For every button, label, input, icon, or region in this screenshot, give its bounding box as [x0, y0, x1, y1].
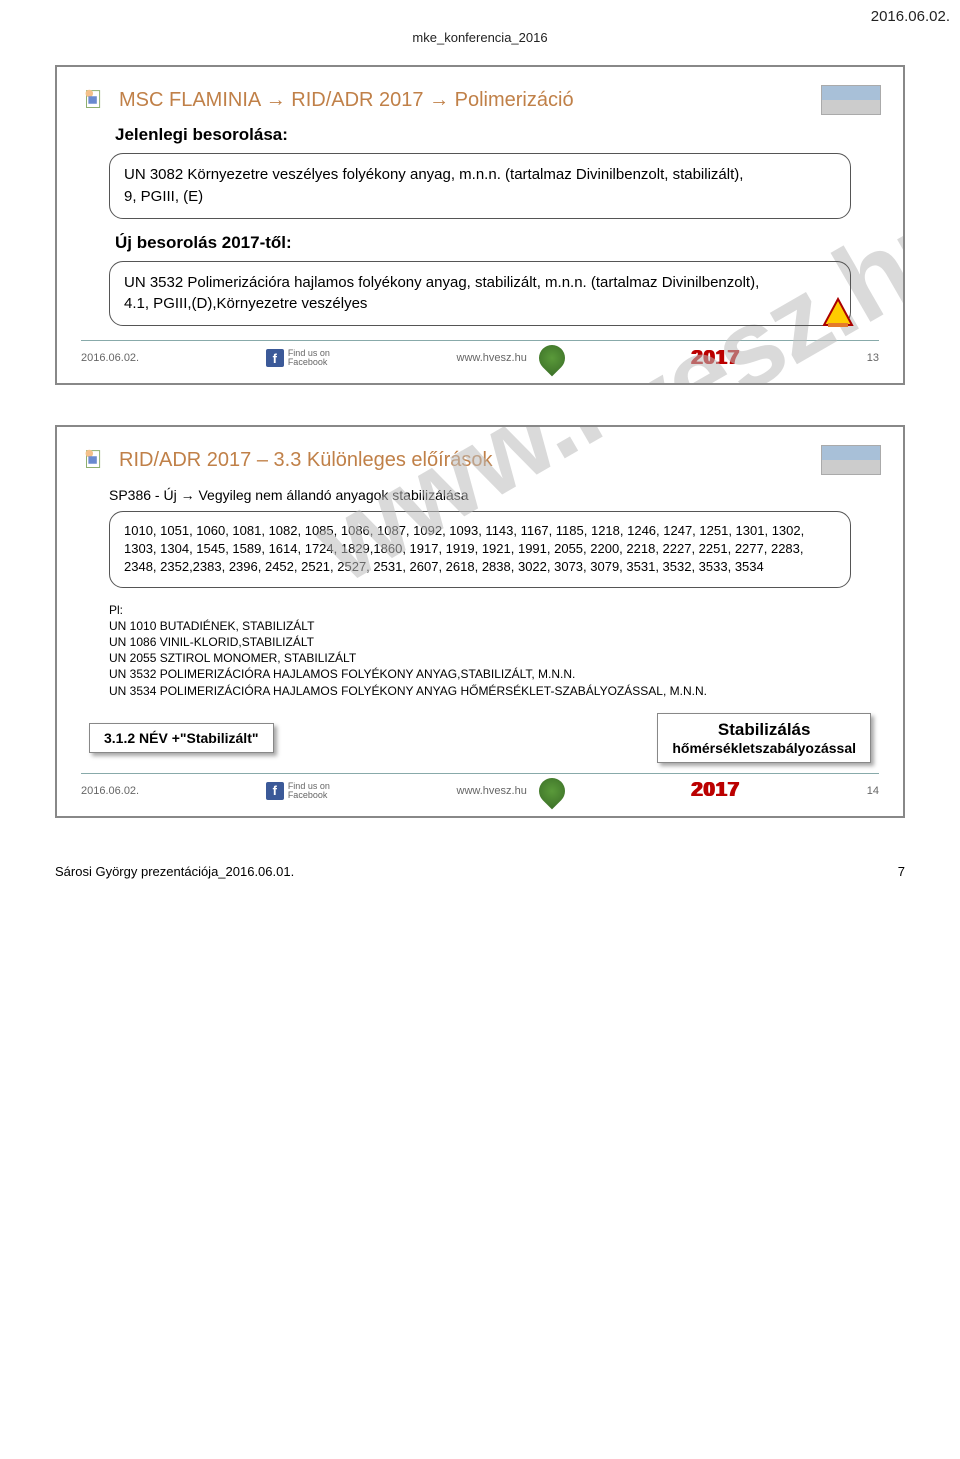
header-graphic [821, 445, 881, 475]
box-current: UN 3082 Környezetre veszélyes folyékony … [109, 153, 851, 219]
temperature-control-box: Stabilizálás hőmérsékletszabályozással [657, 713, 871, 763]
clipboard-icon [79, 85, 109, 115]
temp-box-line1: Stabilizálás [672, 720, 856, 740]
slide-title: MSC FLAMINIA → RID/ADR 2017 → Polimerizá… [119, 89, 811, 112]
header-graphic [821, 85, 881, 115]
box-new-text: UN 3532 Polimerizációra hajlamos folyéko… [124, 274, 759, 313]
bottom-left-text: Sárosi György prezentációja_2016.06.01. [55, 864, 294, 879]
slide-footer: 2016.06.02. f Find us onFacebook www.hve… [81, 340, 879, 371]
green-logo-icon [533, 340, 570, 377]
facebook-icon: f [266, 349, 284, 367]
slide-footer: 2016.06.02. f Find us onFacebook www.hve… [81, 773, 879, 804]
pl-line: UN 3534 POLIMERIZÁCIÓRA HAJLAMOS FOLYÉKO… [109, 683, 851, 699]
pl-line: UN 1086 VINIL-KLORID,STABILIZÁLT [109, 634, 851, 650]
slide-title: RID/ADR 2017 – 3.3 Különleges előírások [119, 449, 811, 472]
page-content: www.hvesz.hu MSC FLAMINIA → RID/ADR 2017… [0, 45, 960, 818]
sp386-line: SP386 - Új → Vegyileg nem állandó anyago… [109, 487, 851, 503]
slide-14: www.hvesz.hu RID/ADR 2017 – 3.3 Különleg… [55, 425, 905, 818]
facebook-text: Find us onFacebook [288, 782, 330, 800]
slide-number: 13 [867, 352, 879, 364]
examples-block: Pl: UN 1010 BUTADIÉNEK, STABILIZÁLT UN 1… [109, 602, 851, 699]
green-logo-icon [533, 772, 570, 809]
un-numbers-box: 1010, 1051, 1060, 1081, 1082, 1085, 1086… [109, 511, 851, 588]
pl-line: UN 3532 POLIMERIZÁCIÓRA HAJLAMOS FOLYÉKO… [109, 666, 851, 682]
name-stabilized-box: 3.1.2 NÉV +"Stabilizált" [89, 723, 274, 753]
slide-13: www.hvesz.hu MSC FLAMINIA → RID/ADR 2017… [55, 65, 905, 385]
year-2017: 2017 [692, 347, 741, 370]
footer-date: 2016.06.02. [81, 352, 139, 364]
facebook-icon: f [266, 782, 284, 800]
box-new: UN 3532 Polimerizációra hajlamos folyéko… [109, 261, 851, 327]
sub-new: Új besorolás 2017-től: [115, 233, 881, 253]
pl-line: UN 1010 BUTADIÉNEK, STABILIZÁLT [109, 618, 851, 634]
top-header: mke_konferencia_2016 [0, 0, 960, 45]
clipboard-icon [79, 445, 109, 475]
facebook-text: Find us onFacebook [288, 349, 330, 367]
roadwork-sign-icon [822, 297, 854, 329]
pl-label: Pl: [109, 602, 851, 618]
facebook-badge: f Find us onFacebook [266, 349, 330, 367]
temp-box-line2: hőmérsékletszabályozással [672, 740, 856, 756]
slide-number: 14 [867, 785, 879, 797]
footer-date: 2016.06.02. [81, 785, 139, 797]
footer-url: www.hvesz.hu [457, 785, 527, 797]
page-number: 7 [898, 864, 905, 879]
footer-url: www.hvesz.hu [457, 352, 527, 364]
page-footer: Sárosi György prezentációja_2016.06.01. … [0, 858, 960, 899]
pl-line: UN 2055 SZTIROL MONOMER, STABILIZÁLT [109, 650, 851, 666]
facebook-badge: f Find us onFacebook [266, 782, 330, 800]
sub-current: Jelenlegi besorolása: [115, 125, 881, 145]
top-right-date: 2016.06.02. [871, 8, 950, 25]
year-2017: 2017 [692, 779, 741, 802]
